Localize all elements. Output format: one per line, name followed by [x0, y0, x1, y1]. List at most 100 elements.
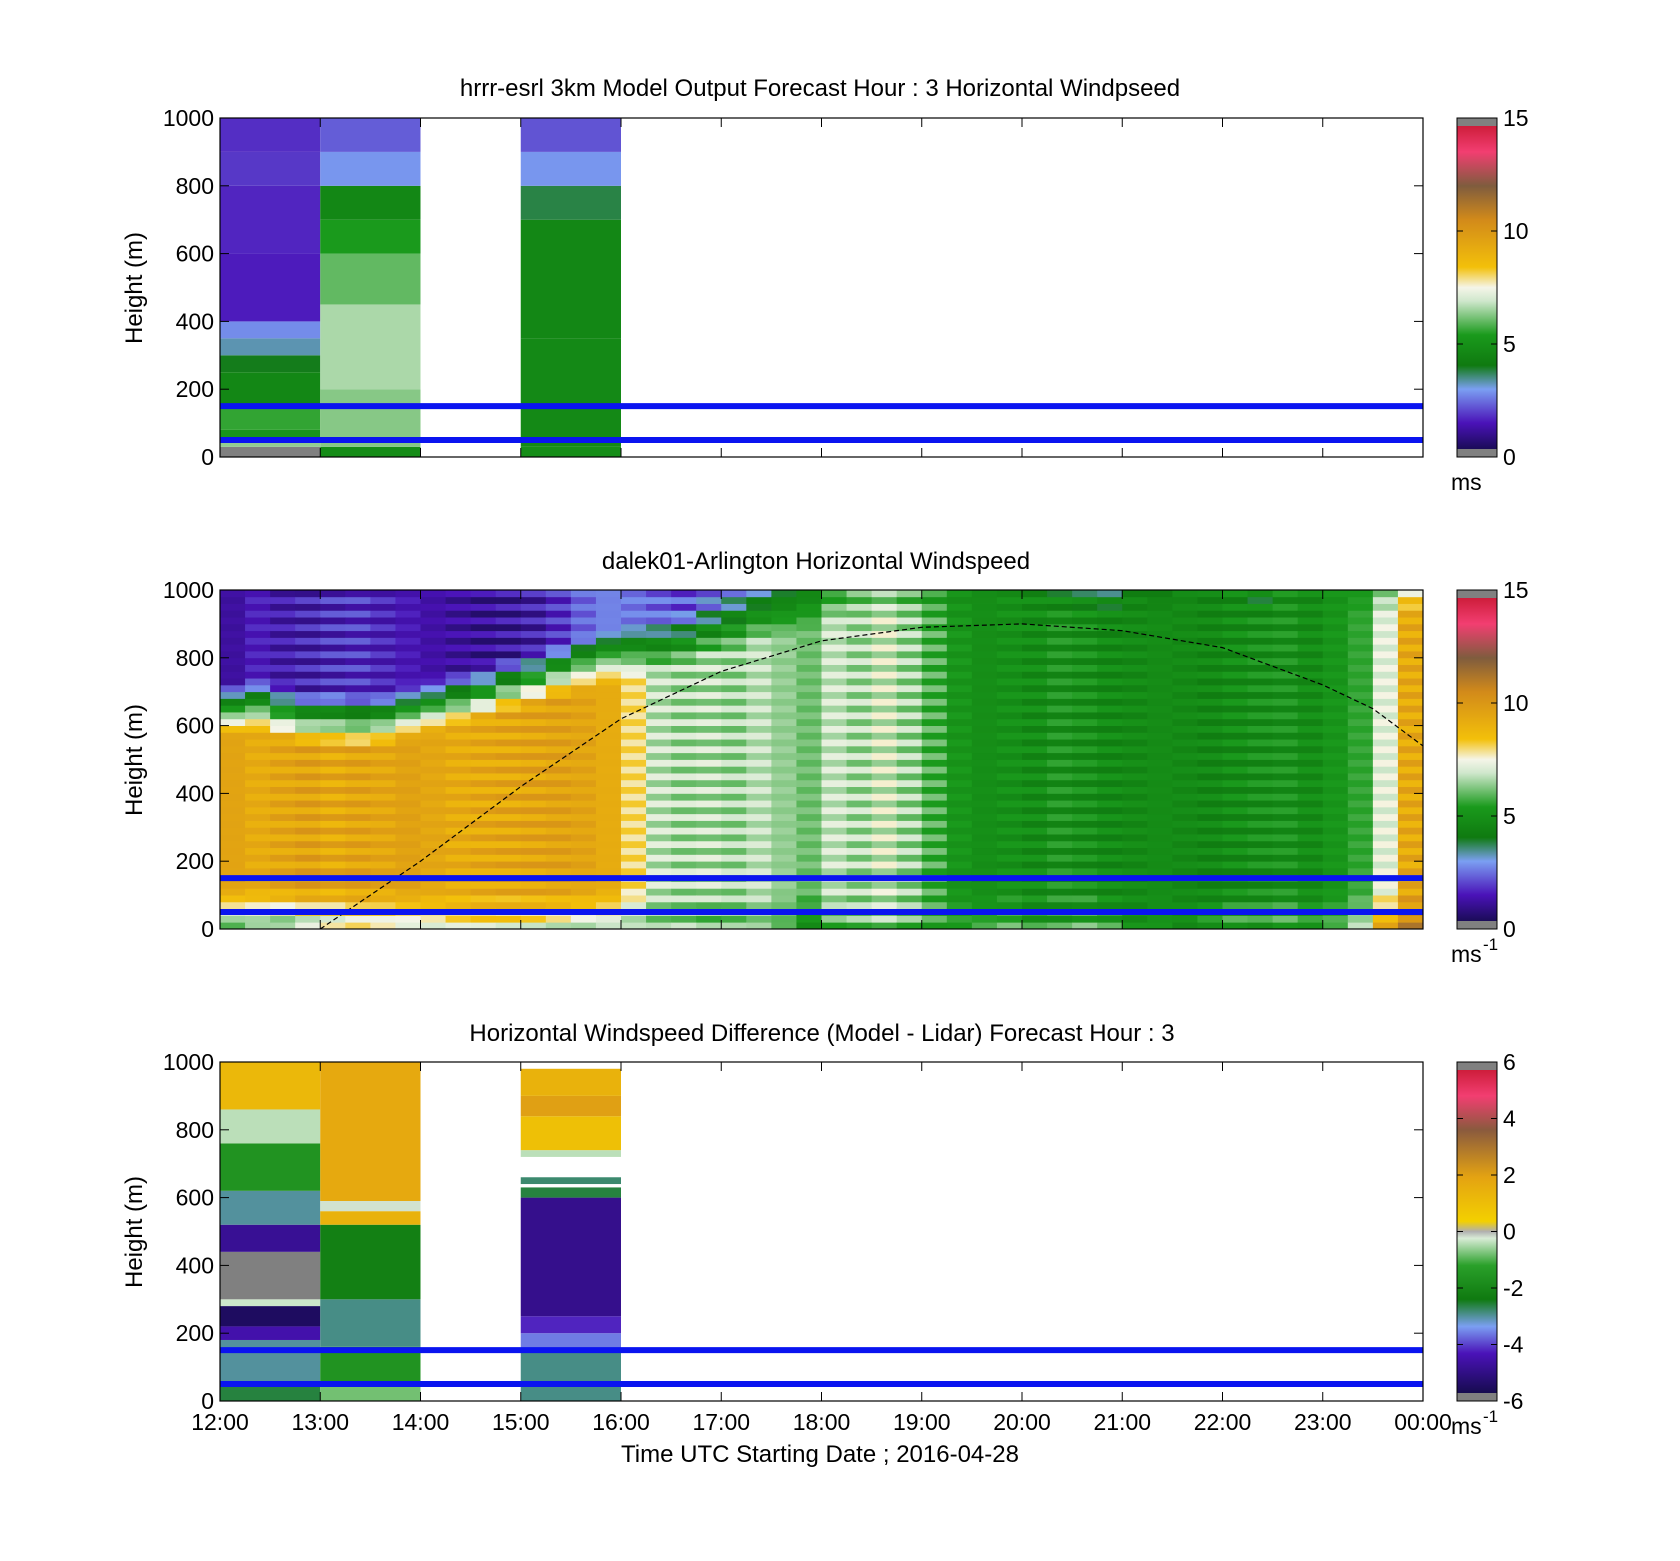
- heatmap-cell: [345, 800, 371, 808]
- heatmap-cell: [921, 901, 948, 910]
- heatmap-cell: [345, 718, 371, 726]
- heatmap-cell: [545, 854, 572, 862]
- heatmap-cell: [1322, 840, 1349, 849]
- heatmap-cell: [1372, 847, 1399, 855]
- heatmap-cell: [420, 827, 447, 835]
- heatmap-cell: [1072, 827, 1098, 835]
- heatmap-cell: [896, 603, 923, 611]
- heatmap-cell: [821, 861, 848, 869]
- heatmap-cell: [896, 901, 923, 910]
- heatmap-cell: [270, 793, 296, 801]
- colorbar-cap: [1457, 921, 1497, 929]
- colorbar-tick-label: 4: [1503, 1106, 1516, 1132]
- heatmap-cell: [1197, 901, 1223, 910]
- heatmap-cell: [370, 867, 396, 876]
- heatmap-cell: [871, 657, 898, 665]
- heatmap-cell: [1247, 820, 1274, 828]
- heatmap-cell: [545, 603, 572, 611]
- heatmap-cell: [1297, 881, 1324, 889]
- heatmap-cell: [871, 847, 898, 855]
- heatmap-cell: [295, 854, 321, 862]
- heatmap-cell: [1397, 752, 1423, 760]
- heatmap-cell: [1397, 854, 1423, 862]
- heatmap-cell: [646, 752, 672, 760]
- heatmap-cell: [1047, 671, 1073, 679]
- heatmap-cell: [796, 725, 822, 733]
- heatmap-cell: [946, 793, 973, 801]
- colorbar-tick-label: 10: [1503, 218, 1529, 244]
- heatmap-cell: [971, 854, 998, 862]
- heatmap-cell: [295, 739, 321, 747]
- heatmap-cell: [1222, 732, 1249, 740]
- heatmap-cell: [1072, 786, 1098, 794]
- heatmap-cell: [846, 664, 873, 672]
- heatmap-cell: [520, 732, 547, 740]
- heatmap-cell: [671, 644, 697, 652]
- y-tick-label: 600: [176, 241, 214, 267]
- heatmap-cell: [1272, 671, 1299, 679]
- heatmap-cell: [946, 779, 973, 788]
- heatmap-cell: [270, 623, 296, 632]
- heatmap-cell: [646, 840, 672, 849]
- heatmap-cell: [871, 664, 898, 672]
- heatmap-cell: [1047, 888, 1073, 896]
- heatmap-cell: [646, 590, 672, 598]
- heatmap-cell: [746, 678, 772, 686]
- heatmap-cell: [921, 623, 948, 632]
- heatmap-cell: [746, 915, 772, 923]
- heatmap-cell: [470, 684, 497, 693]
- heatmap-cell: [771, 718, 797, 726]
- heatmap-cell: [495, 718, 522, 726]
- heatmap-cell: [1272, 901, 1299, 910]
- heatmap-cell: [1347, 766, 1374, 774]
- heatmap-cell: [646, 759, 672, 767]
- heatmap-cell: [295, 766, 321, 774]
- heatmap-cell: [1122, 671, 1148, 679]
- heatmap-cell: [1222, 840, 1249, 849]
- heatmap-cell: [445, 603, 472, 611]
- heatmap-cell: [345, 867, 371, 876]
- heatmap-cell: [395, 806, 421, 815]
- heatmap-cell: [370, 793, 396, 801]
- heatmap-cell: [896, 786, 923, 794]
- heatmap-cell: [295, 712, 321, 720]
- heatmap-cell: [520, 854, 547, 862]
- heatmap-cell: [220, 1190, 321, 1225]
- heatmap-cell: [821, 820, 848, 828]
- heatmap-cell: [295, 901, 321, 910]
- y-tick-label: 800: [176, 173, 214, 199]
- heatmap-cell: [1172, 786, 1198, 794]
- heatmap-cell: [1272, 698, 1299, 706]
- heatmap-cell: [1247, 827, 1274, 835]
- heatmap-cell: [545, 671, 572, 679]
- heatmap-cell: [445, 766, 472, 774]
- heatmap-cell: [1372, 698, 1399, 706]
- heatmap-cell: [1247, 854, 1274, 862]
- heatmap-cell: [671, 847, 697, 855]
- heatmap-cell: [771, 820, 797, 828]
- heatmap-cell: [871, 691, 898, 699]
- heatmap-cell: [320, 664, 346, 672]
- heatmap-cell: [871, 623, 898, 632]
- heatmap-cell: [270, 840, 296, 849]
- heatmap-cell: [345, 712, 371, 720]
- heatmap-cell: [621, 644, 647, 652]
- heatmap-cell: [1322, 820, 1349, 828]
- heatmap-cell: [1372, 834, 1399, 842]
- heatmap-cell: [921, 678, 948, 686]
- heatmap-cell: [220, 779, 246, 788]
- heatmap-cell: [1147, 766, 1173, 774]
- heatmap-cell: [1097, 793, 1123, 801]
- heatmap-cell: [1097, 739, 1123, 747]
- heatmap-cell: [1022, 895, 1048, 903]
- heatmap-cell: [821, 603, 848, 611]
- heatmap-cell: [821, 793, 848, 801]
- heatmap-cell: [871, 617, 898, 625]
- heatmap-cell: [796, 691, 822, 699]
- heatmap-cell: [1072, 603, 1098, 611]
- heatmap-cell: [1397, 820, 1423, 828]
- heatmap-cell: [1122, 800, 1148, 808]
- heatmap-cell: [971, 745, 998, 754]
- heatmap-cell: [946, 644, 973, 652]
- heatmap-cell: [1272, 623, 1299, 632]
